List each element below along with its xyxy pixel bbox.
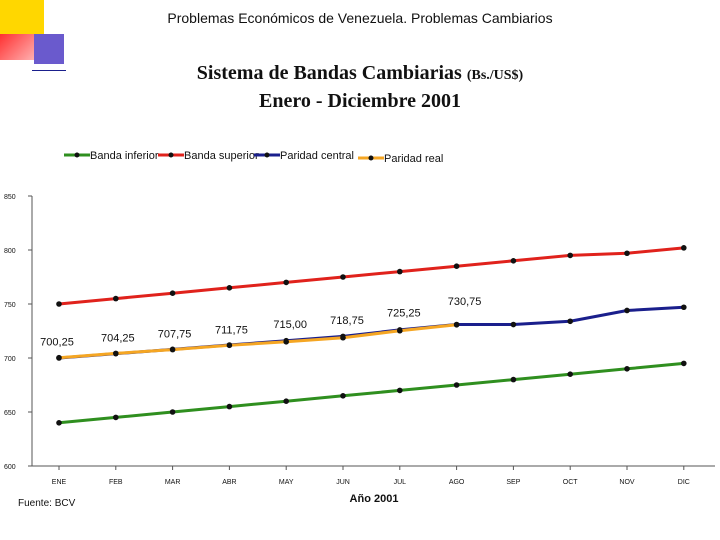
data-label: 711,75 — [215, 324, 248, 336]
data-point — [681, 304, 687, 311]
chart-title-units: (Bs./US$) — [466, 68, 524, 83]
x-tick-label: DIC — [678, 479, 690, 486]
data-label: 718,75 — [330, 315, 364, 327]
y-tick-label: 600 — [4, 464, 16, 471]
data-point — [510, 258, 517, 264]
series-line — [58, 361, 684, 425]
x-tick-label: JUL — [394, 479, 407, 486]
data-point — [226, 403, 233, 410]
data-point — [226, 285, 233, 291]
data-point — [510, 376, 517, 383]
data-label: 725,25 — [387, 308, 421, 320]
x-tick-label: ENE — [52, 479, 67, 486]
data-point — [340, 393, 346, 399]
data-point — [113, 414, 119, 421]
logo-decoration — [0, 0, 80, 80]
x-tick-label: FEB — [109, 479, 123, 486]
legend-label: Paridad real — [384, 153, 443, 165]
y-tick-label: 650 — [4, 410, 16, 417]
x-tick-label: SEP — [506, 479, 520, 486]
data-point — [226, 342, 233, 349]
data-point — [169, 346, 176, 353]
data-label: 730,75 — [448, 296, 482, 308]
data-point — [397, 268, 403, 275]
data-point — [56, 301, 62, 307]
legend-marker — [168, 152, 174, 158]
data-label: 700,25 — [40, 337, 74, 349]
source-note: Fuente: BCV — [18, 498, 76, 509]
data-label: 707,75 — [158, 329, 192, 341]
data-point — [624, 307, 630, 314]
data-point — [453, 321, 460, 328]
data-point — [567, 252, 573, 259]
data-point — [567, 318, 573, 325]
data-point — [567, 371, 573, 378]
series-line — [58, 246, 684, 306]
data-point — [453, 263, 460, 270]
data-point — [510, 321, 517, 328]
chart-title: Sistema de Bandas Cambiarias — [196, 62, 462, 84]
data-point — [624, 366, 630, 372]
chart-subtitle: Enero - Diciembre 2001 — [258, 90, 461, 112]
data-point — [56, 354, 62, 361]
data-point — [340, 274, 346, 280]
legend-marker — [264, 152, 270, 158]
data-point — [453, 382, 460, 388]
data-point — [283, 279, 290, 286]
data-point — [113, 350, 119, 357]
legend-marker — [74, 152, 80, 158]
x-axis-title: Año 2001 — [350, 493, 399, 505]
data-point — [681, 360, 687, 367]
data-label: 715,00 — [273, 319, 307, 331]
x-tick-label: OCT — [563, 479, 579, 486]
x-tick-label: AGO — [449, 479, 465, 486]
y-tick-label: 850 — [4, 194, 16, 201]
x-tick-label: NOV — [619, 479, 635, 486]
x-tick-label: MAY — [279, 479, 294, 486]
data-point — [397, 387, 403, 394]
data-point — [340, 334, 346, 341]
data-point — [283, 339, 290, 345]
data-point — [624, 250, 630, 257]
data-point — [56, 420, 62, 426]
x-tick-label: ABR — [222, 479, 236, 486]
y-tick-label: 750 — [4, 302, 16, 309]
legend-label: Banda superior — [184, 150, 259, 162]
data-point — [113, 295, 119, 302]
legend-label: Paridad central — [280, 150, 354, 162]
x-tick-label: JUN — [336, 479, 350, 486]
data-point — [169, 290, 176, 297]
y-tick-label: 700 — [4, 356, 16, 363]
series-line — [58, 323, 457, 360]
data-point — [283, 398, 290, 405]
chart-title-line1: Sistema de Bandas Cambiarias (Bs./US$) — [0, 62, 720, 85]
y-tick-label: 800 — [4, 248, 16, 255]
x-tick-label: MAR — [165, 479, 181, 486]
legend-marker — [368, 155, 374, 161]
legend-label: Banda inferior — [90, 150, 159, 162]
data-point — [169, 409, 176, 415]
data-point — [397, 327, 403, 334]
data-point — [681, 245, 687, 251]
data-label: 704,25 — [101, 332, 135, 344]
slide-header: Problemas Económicos de Venezuela. Probl… — [167, 10, 553, 26]
